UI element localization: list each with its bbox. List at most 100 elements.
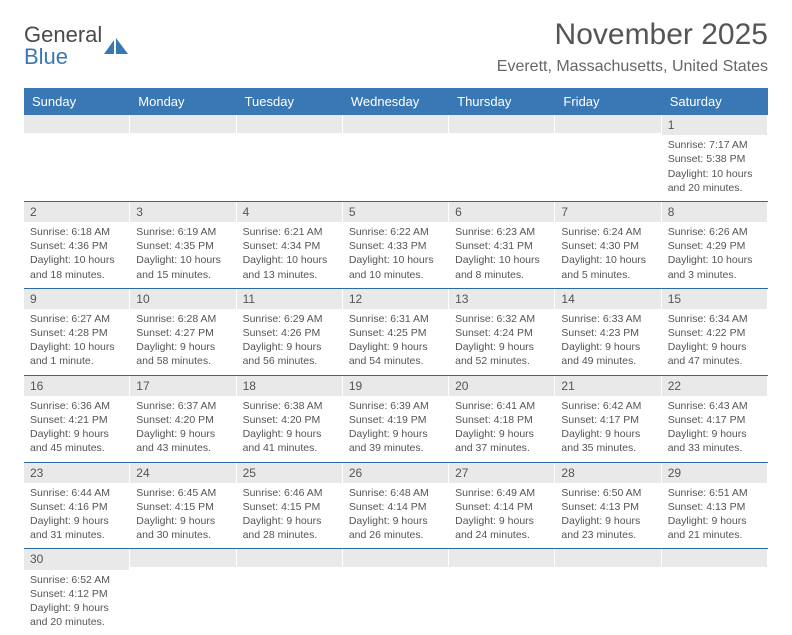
logo-text: General Blue xyxy=(24,24,102,68)
sunset-text: Sunset: 4:21 PM xyxy=(30,413,123,427)
weekday-header-cell: Tuesday xyxy=(237,88,343,115)
sunrise-text: Sunrise: 6:46 AM xyxy=(243,486,336,500)
day-cell: 22Sunrise: 6:43 AMSunset: 4:17 PMDayligh… xyxy=(662,376,768,462)
day-cell: 17Sunrise: 6:37 AMSunset: 4:20 PMDayligh… xyxy=(130,376,236,462)
day-number: 29 xyxy=(662,463,767,483)
day-cell: 11 Sunrise: 6:29 AMSunset: 4:26 PMDayligh… xyxy=(237,289,343,375)
day-cell: 27Sunrise: 6:49 AMSunset: 4:14 PMDayligh… xyxy=(449,463,555,549)
daylight-text: Daylight: 9 hours and 37 minutes. xyxy=(455,427,548,455)
day-cell: 23Sunrise: 6:44 AMSunset: 4:16 PMDayligh… xyxy=(24,463,130,549)
daylight-text: Daylight: 9 hours and 20 minutes. xyxy=(30,601,123,629)
sunset-text: Sunset: 4:22 PM xyxy=(668,326,761,340)
day-cell: 2Sunrise: 6:18 AMSunset: 4:36 PMDaylight… xyxy=(24,202,130,288)
sunrise-text: Sunrise: 6:29 AM xyxy=(243,312,336,326)
daylight-text: Daylight: 9 hours and 58 minutes. xyxy=(136,340,229,368)
sunrise-text: Sunrise: 7:17 AM xyxy=(668,138,761,152)
day-number: 30 xyxy=(24,549,129,569)
sunset-text: Sunset: 4:19 PM xyxy=(349,413,442,427)
sunset-text: Sunset: 4:25 PM xyxy=(349,326,442,340)
empty-day-number xyxy=(24,115,129,133)
weeks-container: 1Sunrise: 7:17 AMSunset: 5:38 PMDaylight… xyxy=(24,115,768,635)
daylight-text: Daylight: 10 hours and 1 minute. xyxy=(30,340,123,368)
daylight-text: Daylight: 9 hours and 47 minutes. xyxy=(668,340,761,368)
daylight-text: Daylight: 9 hours and 56 minutes. xyxy=(243,340,336,368)
day-cell: 13Sunrise: 6:32 AMSunset: 4:24 PMDayligh… xyxy=(449,289,555,375)
calendar-page: General Blue November 2025 Everett, Mass… xyxy=(0,0,792,635)
header: General Blue November 2025 Everett, Mass… xyxy=(24,18,768,76)
day-number: 22 xyxy=(662,376,767,396)
day-number: 11 xyxy=(237,289,342,309)
sunrise-text: Sunrise: 6:26 AM xyxy=(668,225,761,239)
sunset-text: Sunset: 4:31 PM xyxy=(455,239,548,253)
sunrise-text: Sunrise: 6:45 AM xyxy=(136,486,229,500)
logo: General Blue xyxy=(24,24,128,68)
day-cell: 26Sunrise: 6:48 AMSunset: 4:14 PMDayligh… xyxy=(343,463,449,549)
day-cell xyxy=(449,115,555,201)
sunrise-text: Sunrise: 6:51 AM xyxy=(668,486,761,500)
day-cell: 16Sunrise: 6:36 AMSunset: 4:21 PMDayligh… xyxy=(24,376,130,462)
empty-day-number xyxy=(449,115,554,133)
sunset-text: Sunset: 4:35 PM xyxy=(136,239,229,253)
daylight-text: Daylight: 9 hours and 41 minutes. xyxy=(243,427,336,455)
day-cell xyxy=(237,115,343,201)
daylight-text: Daylight: 10 hours and 18 minutes. xyxy=(30,253,123,281)
empty-day-number xyxy=(662,549,767,567)
day-cell xyxy=(237,549,343,635)
weekday-header-cell: Monday xyxy=(130,88,236,115)
sunrise-text: Sunrise: 6:33 AM xyxy=(561,312,654,326)
daylight-text: Daylight: 9 hours and 30 minutes. xyxy=(136,514,229,542)
sunrise-text: Sunrise: 6:39 AM xyxy=(349,399,442,413)
day-number: 5 xyxy=(343,202,448,222)
day-cell: 30Sunrise: 6:52 AMSunset: 4:12 PMDayligh… xyxy=(24,549,130,635)
day-cell xyxy=(662,549,768,635)
day-cell: 1Sunrise: 7:17 AMSunset: 5:38 PMDaylight… xyxy=(662,115,768,201)
sunrise-text: Sunrise: 6:41 AM xyxy=(455,399,548,413)
day-number: 2 xyxy=(24,202,129,222)
day-number: 9 xyxy=(24,289,129,309)
day-cell xyxy=(343,549,449,635)
empty-day-number xyxy=(449,549,554,567)
sunset-text: Sunset: 4:18 PM xyxy=(455,413,548,427)
sunset-text: Sunset: 4:26 PM xyxy=(243,326,336,340)
sunset-text: Sunset: 4:20 PM xyxy=(243,413,336,427)
day-number: 14 xyxy=(555,289,660,309)
daylight-text: Daylight: 9 hours and 54 minutes. xyxy=(349,340,442,368)
day-cell: 25Sunrise: 6:46 AMSunset: 4:15 PMDayligh… xyxy=(237,463,343,549)
daylight-text: Daylight: 9 hours and 52 minutes. xyxy=(455,340,548,368)
day-number: 6 xyxy=(449,202,554,222)
day-cell xyxy=(555,549,661,635)
day-cell: 5Sunrise: 6:22 AMSunset: 4:33 PMDaylight… xyxy=(343,202,449,288)
empty-day-number xyxy=(130,549,235,567)
day-number: 20 xyxy=(449,376,554,396)
day-number: 3 xyxy=(130,202,235,222)
day-number: 28 xyxy=(555,463,660,483)
day-cell: 12 Sunrise: 6:31 AMSunset: 4:25 PMDayligh… xyxy=(343,289,449,375)
sunset-text: Sunset: 4:12 PM xyxy=(30,587,123,601)
location-subtitle: Everett, Massachusetts, United States xyxy=(497,58,768,76)
daylight-text: Daylight: 10 hours and 15 minutes. xyxy=(136,253,229,281)
day-number: 26 xyxy=(343,463,448,483)
sunset-text: Sunset: 4:28 PM xyxy=(30,326,123,340)
sunrise-text: Sunrise: 6:19 AM xyxy=(136,225,229,239)
day-cell xyxy=(130,115,236,201)
sunset-text: Sunset: 4:20 PM xyxy=(136,413,229,427)
daylight-text: Daylight: 9 hours and 24 minutes. xyxy=(455,514,548,542)
sunrise-text: Sunrise: 6:42 AM xyxy=(561,399,654,413)
daylight-text: Daylight: 9 hours and 26 minutes. xyxy=(349,514,442,542)
day-number: 4 xyxy=(237,202,342,222)
sunrise-text: Sunrise: 6:48 AM xyxy=(349,486,442,500)
day-number: 18 xyxy=(237,376,342,396)
empty-day-number xyxy=(130,115,235,133)
day-cell xyxy=(343,115,449,201)
day-cell: 19Sunrise: 6:39 AMSunset: 4:19 PMDayligh… xyxy=(343,376,449,462)
sunrise-text: Sunrise: 6:38 AM xyxy=(243,399,336,413)
sunrise-text: Sunrise: 6:24 AM xyxy=(561,225,654,239)
sunrise-text: Sunrise: 6:27 AM xyxy=(30,312,123,326)
week-row: 2Sunrise: 6:18 AMSunset: 4:36 PMDaylight… xyxy=(24,202,768,289)
sunrise-text: Sunrise: 6:31 AM xyxy=(349,312,442,326)
weekday-header-cell: Wednesday xyxy=(343,88,449,115)
calendar-grid: SundayMondayTuesdayWednesdayThursdayFrid… xyxy=(24,88,768,635)
day-number: 12 xyxy=(343,289,448,309)
weekday-header-cell: Saturday xyxy=(662,88,768,115)
day-number: 17 xyxy=(130,376,235,396)
